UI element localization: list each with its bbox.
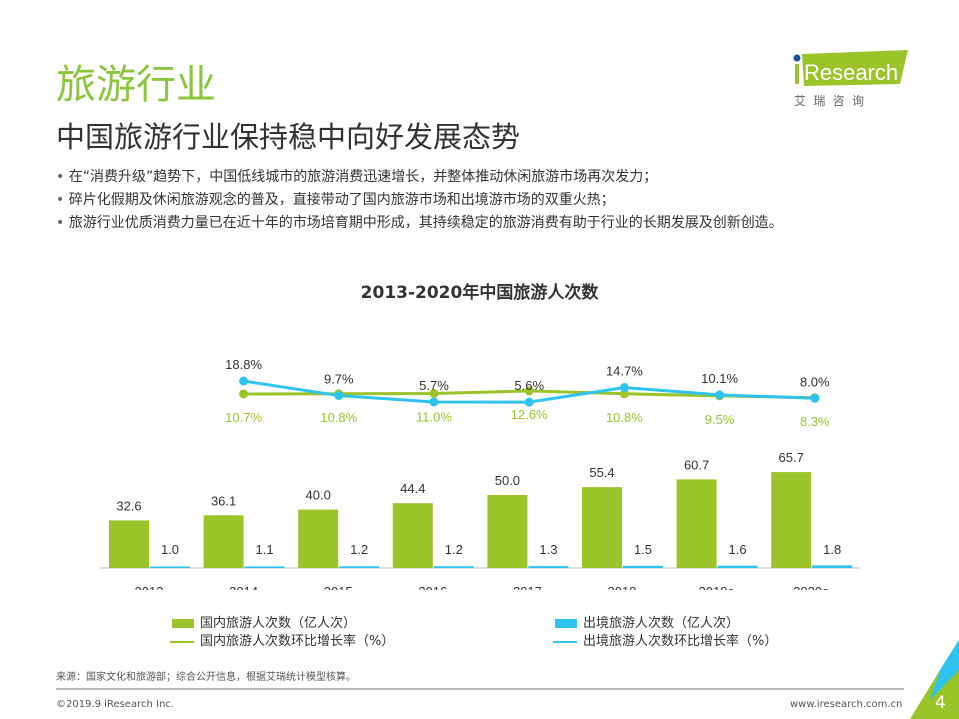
growth-label: 8.0% (800, 374, 830, 389)
growth-label: 8.3% (800, 414, 830, 429)
growth-point (619, 383, 629, 393)
bullet-item: 碎片化假期及休闲旅游观念的普及，直接带动了国内旅游市场和出境游市场的双重火热； (56, 189, 783, 212)
bar-label-outbound: 1.2 (445, 542, 463, 557)
bar-label-domestic: 32.6 (116, 498, 141, 513)
bar-label-domestic: 65.7 (779, 450, 804, 465)
bar-label-domestic: 55.4 (589, 465, 614, 480)
growth-label: 14.7% (606, 364, 643, 379)
bar-label-outbound: 1.1 (256, 542, 274, 557)
growth-label: 9.5% (705, 412, 735, 427)
bar-outbound (339, 566, 380, 568)
copyright: ©2019.9 iResearch Inc. (56, 699, 174, 710)
bar-label-domestic: 50.0 (495, 473, 520, 488)
bar-label-outbound: 1.2 (350, 542, 368, 557)
legend-domestic-bar: 国内旅游人次数（亿人次） (172, 612, 356, 631)
bar-outbound (717, 565, 758, 568)
bar-domestic (203, 515, 244, 568)
bar-label-domestic: 44.4 (400, 481, 425, 496)
bar-outbound (244, 566, 285, 568)
svg-text:Research: Research (804, 60, 898, 85)
bar-outbound (528, 566, 569, 568)
bullet-item: 旅游行业优质消费力量已在近十年的市场培育期中形成，其持续稳定的旅游消费有助于行业… (56, 212, 783, 235)
bar-domestic (487, 495, 528, 568)
bar-label-domestic: 60.7 (684, 457, 709, 472)
x-tick-label: 2018 (608, 584, 637, 590)
x-tick-label: 2014 (229, 584, 258, 590)
x-tick-label: 2015 (324, 584, 353, 590)
growth-label: 10.8% (320, 410, 357, 425)
legend-outbound-bar: 出境旅游人次数（亿人次） (555, 612, 739, 631)
growth-label: 5.7% (419, 378, 449, 393)
bar-label-outbound: 1.6 (729, 542, 747, 557)
growth-label: 5.6% (514, 378, 544, 393)
growth-label: 10.7% (225, 410, 262, 425)
iresearch-logo: Research 艾 瑞 咨 询 (788, 50, 918, 110)
growth-point (619, 389, 629, 399)
section-title: 旅游行业 (56, 62, 216, 108)
bar-domestic (582, 487, 622, 568)
bar-label-outbound: 1.3 (539, 542, 557, 557)
footer-divider (56, 688, 904, 690)
bar-label-outbound: 1.8 (823, 542, 841, 557)
x-tick-label: 2016 (418, 584, 447, 590)
growth-point (239, 376, 249, 386)
x-tick-label: 2017 (513, 584, 542, 590)
growth-label: 9.7% (324, 372, 354, 387)
chart-title: 2013-2020年中国旅游人次数 (360, 283, 599, 303)
bar-outbound (812, 565, 853, 568)
growth-label: 10.1% (701, 371, 738, 386)
bullet-list: 在“消费升级”趋势下，中国低线城市的旅游消费迅速增长，并整体推动休闲旅游市场再次… (56, 166, 783, 235)
page-number: 4 (935, 693, 946, 713)
growth-point (810, 393, 820, 403)
bar-outbound (433, 566, 474, 568)
bar-domestic (771, 472, 812, 568)
bullet-item: 在“消费升级”趋势下，中国低线城市的旅游消费迅速增长，并整体推动休闲旅游市场再次… (56, 166, 783, 189)
x-tick-label: 2020e (793, 584, 829, 590)
chart: 32.6 1.0 2013 36.1 1.1 2014 40.0 1.2 2015 44.4 1.2… (100, 357, 860, 590)
website-link[interactable]: www.iresearch.com.cn (790, 699, 903, 710)
bar-domestic (676, 479, 717, 568)
growth-point (429, 388, 439, 398)
bar-outbound (150, 566, 190, 568)
x-tick-label: 2019e (699, 584, 735, 590)
growth-point (429, 397, 439, 407)
bar-outbound (623, 565, 663, 568)
growth-label: 11.0% (416, 409, 452, 424)
svg-text:艾 瑞 咨 询: 艾 瑞 咨 询 (794, 93, 866, 108)
bar-domestic (298, 509, 339, 568)
growth-point (715, 390, 725, 400)
corner-decoration (910, 640, 959, 719)
growth-label: 18.8% (225, 357, 262, 372)
bar-label-outbound: 1.0 (161, 542, 179, 557)
bar-domestic (109, 520, 149, 568)
growth-label: 10.8% (606, 410, 643, 425)
growth-point (239, 389, 249, 399)
growth-label: 12.6% (511, 407, 548, 422)
legend-domestic-line: 国内旅游人次数环比增长率（%） (170, 630, 394, 649)
bar-label-outbound: 1.5 (634, 542, 652, 557)
bar-domestic (392, 503, 433, 568)
legend-outbound-line: 出境旅游人次数环比增长率（%） (553, 630, 777, 649)
bar-label-domestic: 36.1 (211, 493, 236, 508)
source-note: 来源：国家文化和旅游部；综合公开信息，根据艾瑞统计模型核算。 (56, 672, 356, 683)
bar-label-domestic: 40.0 (306, 488, 331, 503)
growth-point (524, 397, 534, 407)
growth-point (524, 386, 534, 396)
x-tick-label: 2013 (135, 584, 164, 590)
growth-point (334, 391, 344, 401)
page-title: 中国旅游行业保持稳中向好发展态势 (56, 120, 521, 154)
